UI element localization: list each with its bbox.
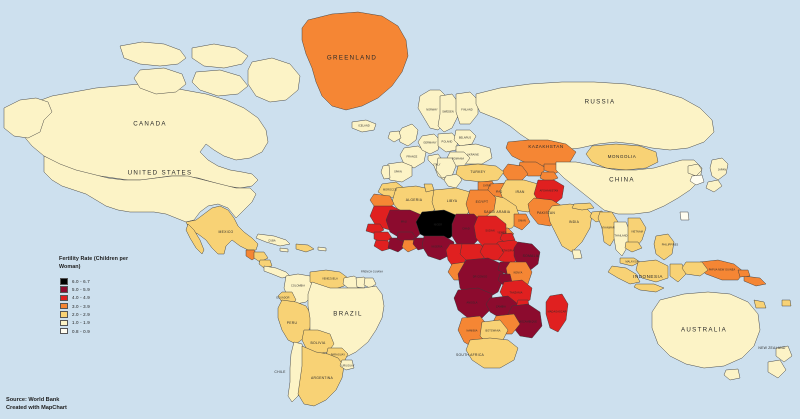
country-angola[interactable] — [453, 287, 493, 319]
country-tasmania[interactable] — [723, 368, 741, 381]
country-png-bougainville[interactable] — [737, 269, 751, 278]
legend-swatch — [60, 319, 68, 327]
country-south-sudan[interactable] — [479, 243, 505, 261]
legend-row[interactable]: 2.0 - 2.9 — [57, 310, 161, 318]
country-russia[interactable] — [475, 81, 715, 151]
legend-row[interactable]: 4.0 - 4.9 — [57, 294, 161, 302]
country-indonesia-sumatra[interactable] — [607, 265, 641, 285]
country-new-caledonia[interactable] — [753, 299, 767, 309]
country-mongolia[interactable] — [585, 143, 659, 171]
country-uruguay[interactable] — [339, 359, 355, 371]
legend-row[interactable]: 0.8 - 0.9 — [57, 327, 161, 335]
country-iceland[interactable] — [351, 119, 377, 133]
country-myanmar[interactable] — [597, 211, 619, 247]
country-sweden[interactable] — [437, 93, 459, 133]
country-fiji[interactable] — [781, 299, 792, 307]
legend-row[interactable]: 1.0 - 1.9 — [57, 319, 161, 327]
country-south-africa[interactable] — [465, 337, 519, 369]
country-new-zealand-south[interactable] — [767, 359, 787, 379]
country-australia[interactable] — [651, 291, 761, 369]
legend-row[interactable]: 6.0 - 6.7 — [57, 277, 161, 285]
legend-label: 5.0 - 5.9 — [72, 287, 90, 293]
legend-row[interactable]: 3.0 - 3.9 — [57, 302, 161, 310]
country-germany[interactable] — [417, 133, 441, 155]
country-united-states[interactable] — [43, 155, 257, 223]
legend-swatch — [60, 278, 68, 285]
country-north-korea[interactable] — [687, 163, 703, 177]
legend-swatch — [60, 294, 68, 302]
country-mexico[interactable] — [185, 205, 259, 255]
legend-swatch — [60, 286, 68, 293]
source-attribution: Source: World Bank Created with MapChart — [6, 396, 67, 413]
country-canada-arctic-1[interactable] — [119, 41, 187, 67]
map-legend: Fertility Rate (Children per Woman) 6.0 … — [57, 255, 161, 335]
country-indonesia-borneo[interactable] — [635, 259, 669, 283]
country-niger[interactable] — [415, 209, 461, 241]
legend-label: 0.8 - 0.9 — [72, 328, 90, 334]
country-philippines[interactable] — [653, 233, 675, 261]
country-portugal[interactable] — [380, 164, 391, 180]
country-jamaica[interactable] — [279, 247, 289, 253]
legend-label: 1.0 - 1.9 — [72, 320, 90, 326]
country-sierra-leone-liberia[interactable] — [373, 239, 393, 252]
legend-swatch — [60, 311, 68, 318]
country-alaska[interactable] — [3, 97, 53, 139]
country-west-papua[interactable] — [681, 261, 709, 277]
legend-row[interactable]: 5.0 - 5.9 — [57, 286, 161, 294]
country-sri-lanka[interactable] — [571, 249, 583, 260]
country-canada-victoria[interactable] — [133, 67, 187, 95]
country-taiwan[interactable] — [679, 211, 690, 221]
country-japan[interactable] — [709, 157, 729, 181]
country-indonesia-sulawesi[interactable] — [669, 263, 687, 283]
country-puerto-rico[interactable] — [317, 246, 327, 252]
country-finland[interactable] — [455, 91, 479, 125]
country-french-guiana[interactable] — [363, 277, 377, 289]
country-nigeria[interactable] — [421, 235, 455, 261]
country-new-zealand-north[interactable] — [775, 345, 793, 363]
country-japan-south[interactable] — [705, 179, 723, 193]
source-line-2: Created with MapChart — [6, 405, 67, 412]
legend-swatch — [60, 303, 68, 310]
country-france[interactable] — [399, 145, 427, 169]
country-argentina[interactable] — [297, 345, 345, 407]
country-turkey[interactable] — [455, 163, 505, 183]
country-greenland[interactable] — [301, 11, 409, 111]
legend-label: 2.0 - 2.9 — [72, 312, 90, 318]
country-indonesia-java[interactable] — [633, 283, 665, 293]
country-canada-arctic-3[interactable] — [191, 69, 249, 97]
country-china[interactable] — [555, 159, 703, 215]
legend-label: 4.0 - 4.9 — [72, 295, 90, 301]
country-belarus[interactable] — [453, 129, 477, 147]
country-cambodia[interactable] — [624, 241, 643, 253]
legend-label: 6.0 - 6.7 — [72, 278, 90, 284]
country-south-korea[interactable] — [689, 174, 705, 186]
country-cuba[interactable] — [255, 233, 291, 247]
legend-swatch — [60, 327, 68, 335]
country-ireland[interactable] — [387, 130, 402, 143]
legend-label: 3.0 - 3.9 — [72, 303, 90, 309]
country-madagascar[interactable] — [545, 293, 569, 333]
country-canada-arctic-2[interactable] — [191, 43, 249, 69]
country-hispaniola[interactable] — [295, 243, 315, 253]
source-line-1: Source: World Bank — [6, 396, 60, 403]
country-nepal[interactable] — [571, 202, 595, 211]
legend-title: Fertility Rate (Children per Woman) — [59, 256, 129, 271]
country-malaysia[interactable] — [619, 257, 641, 267]
country-solomon-islands[interactable] — [743, 275, 767, 287]
country-polygons — [3, 11, 793, 407]
country-canada-baffin[interactable] — [247, 57, 301, 103]
country-baja-california[interactable] — [185, 223, 205, 255]
country-egypt[interactable] — [465, 189, 497, 219]
country-oman[interactable] — [513, 213, 531, 231]
